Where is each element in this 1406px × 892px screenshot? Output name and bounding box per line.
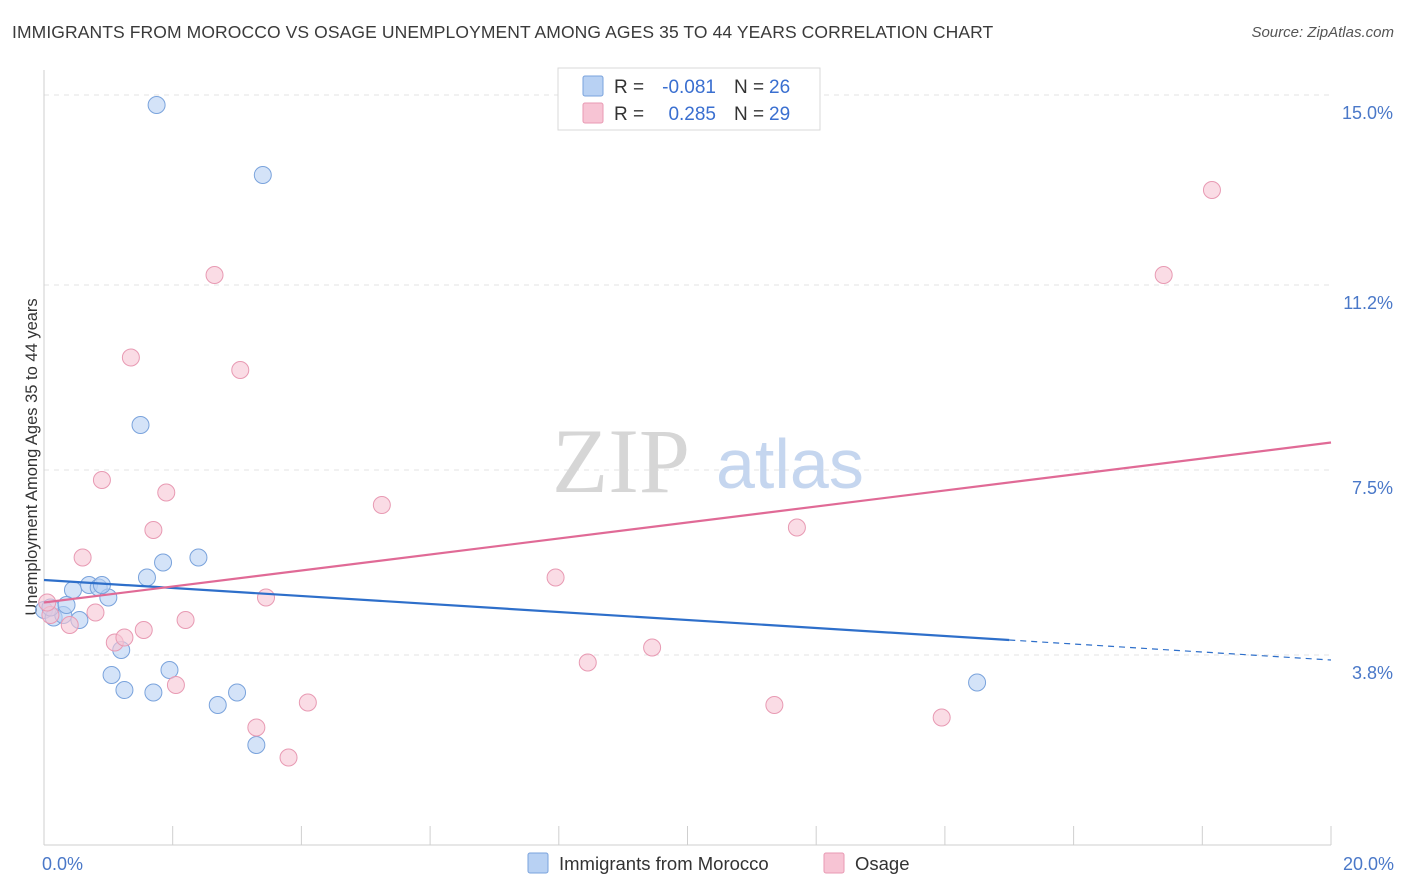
data-point (257, 588, 276, 607)
x-tick-label-max: 20.0% (1343, 854, 1394, 874)
stats-n-value-blue: 26 (769, 77, 790, 98)
data-point (115, 628, 134, 647)
trend-line-immigrants-from-morocco-extension (1009, 639, 1332, 661)
stats-n-label-pink: N = (734, 104, 764, 125)
watermark-zip: ZIP (552, 410, 690, 512)
y-tick-label: 3.8% (1352, 663, 1393, 683)
data-point (372, 496, 391, 514)
stats-r-value-blue: -0.081 (662, 77, 716, 98)
data-point (157, 483, 176, 502)
bottom-legend: Immigrants from Morocco Osage (527, 852, 910, 874)
data-point (115, 681, 134, 699)
data-point (166, 676, 185, 694)
y-tick-labels: 3.8% 7.5% 11.2% 15.0% (1342, 103, 1393, 683)
stats-r-label-pink: R = (614, 104, 644, 125)
stats-r-label-blue: R = (614, 77, 644, 98)
data-point (247, 736, 266, 754)
data-point (131, 416, 150, 434)
data-point (60, 616, 79, 634)
y-tick-label: 7.5% (1352, 478, 1393, 498)
legend-label-immigrants-from-morocco: Immigrants from Morocco (559, 853, 769, 874)
watermark: ZIP atlas (552, 410, 864, 512)
stats-legend: R = -0.081 N = 26 R = 0.285 N = 29 (557, 67, 821, 131)
data-point (279, 748, 298, 767)
data-point (968, 673, 987, 692)
stats-legend-swatch-pink (582, 102, 604, 124)
stats-n-value-pink: 29 (769, 104, 790, 125)
stats-r-value-pink: 0.285 (668, 104, 716, 125)
data-point (189, 548, 208, 567)
y-tick-label: 15.0% (1342, 103, 1393, 123)
data-point (121, 348, 140, 367)
data-point (134, 621, 153, 639)
legend-swatch-immigrants-from-morocco (527, 852, 549, 874)
data-point (231, 361, 250, 379)
data-point (73, 548, 92, 567)
data-point (102, 666, 121, 684)
data-point (787, 518, 806, 537)
data-point (228, 683, 247, 702)
data-point (208, 696, 227, 714)
data-point (176, 611, 195, 629)
x-tick-label-min: 0.0% (42, 854, 83, 874)
chart-title: IMMIGRANTS FROM MOROCCO VS OSAGE UNEMPLO… (12, 22, 994, 42)
data-point (144, 521, 163, 539)
x-axis-ticks (43, 826, 1332, 845)
data-point (253, 166, 272, 184)
data-point (298, 693, 317, 712)
data-point (92, 471, 111, 489)
data-point (643, 638, 662, 657)
trend-lines (43, 441, 1332, 661)
legend-label-osage: Osage (855, 853, 910, 874)
data-point (144, 683, 163, 702)
data-point (63, 581, 82, 599)
watermark-atlas: atlas (716, 425, 864, 503)
data-point (932, 708, 951, 727)
stats-legend-swatch-blue (582, 75, 604, 97)
data-point (205, 266, 224, 284)
data-point (1154, 266, 1173, 284)
trend-line-immigrants-from-morocco (43, 578, 1010, 642)
data-point (147, 96, 166, 114)
data-point (137, 568, 156, 587)
data-point (578, 653, 597, 672)
data-point (765, 696, 784, 714)
stats-n-label-blue: N = (734, 77, 764, 98)
data-point (1202, 181, 1221, 199)
source-credit: Source: ZipAtlas.com (1251, 24, 1394, 41)
data-point (160, 661, 179, 679)
trend-line-osage (43, 441, 1332, 604)
y-tick-label: 11.2% (1343, 293, 1393, 313)
data-point (546, 568, 565, 587)
legend-swatch-osage (823, 852, 845, 874)
series-osage (38, 181, 1221, 767)
data-point (154, 553, 173, 572)
data-point (86, 603, 105, 622)
y-axis-title: Unemployment Among Ages 35 to 44 years (23, 298, 41, 615)
data-point (247, 718, 266, 737)
